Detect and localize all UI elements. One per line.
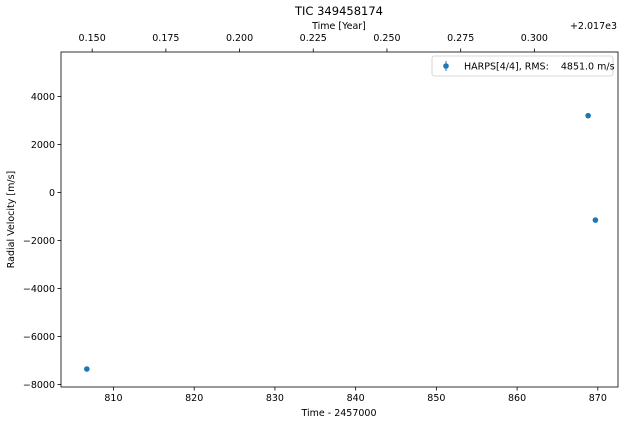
plot-frame [60, 51, 619, 388]
top-tick-label: 0.275 [447, 33, 474, 44]
top-axis-ticks: 0.150 0.175 0.200 0.225 0.250 0.275 0.300 [79, 33, 548, 52]
chart-title: TIC 349458174 [294, 4, 383, 18]
y-tick-label: 0 [49, 188, 55, 199]
x-tick-label: 810 [104, 393, 122, 404]
data-point [84, 366, 90, 372]
top-tick-label: 0.300 [521, 33, 548, 44]
top-tick-label: 0.175 [152, 33, 179, 44]
x-tick-label: 870 [589, 393, 607, 404]
top-tick-label: 0.150 [79, 33, 106, 44]
data-point [592, 217, 599, 223]
data-point [585, 112, 591, 119]
top-axis-label: Time [Year] [311, 21, 366, 32]
y-tick-label: −2000 [23, 236, 55, 247]
y-tick-label: 2000 [31, 140, 55, 151]
y-tick-label: 4000 [31, 92, 55, 103]
legend-marker [443, 63, 449, 69]
y-axis-label: Radial Velocity [m/s] [6, 171, 17, 268]
legend: HARPS[4/4], RMS: 4851.0 m/s [431, 55, 615, 77]
y-tick-label: −6000 [23, 332, 55, 343]
legend-box [431, 55, 614, 77]
y-tick-label: −4000 [23, 284, 55, 295]
x-tick-label: 850 [427, 393, 445, 404]
x-axis-ticks: 810 820 830 840 850 860 870 [104, 387, 607, 404]
x-tick-label: 820 [185, 393, 203, 404]
x-axis-label: Time - 2457000 [300, 408, 376, 419]
legend-entry-label: HARPS[4/4], RMS: 4851.0 m/s [464, 62, 615, 73]
x-tick-label: 840 [347, 393, 365, 404]
top-axis-offset-text: +2.017e3 [570, 21, 617, 32]
y-tick-label: −8000 [23, 380, 55, 391]
data-points [84, 112, 599, 372]
top-tick-label: 0.225 [300, 33, 327, 44]
y-axis-ticks: −8000 −6000 −4000 −2000 0 2000 4000 [23, 92, 61, 391]
x-tick-label: 830 [266, 393, 284, 404]
plot-area: 810 820 830 840 850 860 870 −8000 −6000 −4000 −20… [23, 33, 619, 404]
x-tick-label: 860 [508, 393, 526, 404]
top-tick-label: 0.250 [373, 33, 400, 44]
top-tick-label: 0.200 [226, 33, 253, 44]
